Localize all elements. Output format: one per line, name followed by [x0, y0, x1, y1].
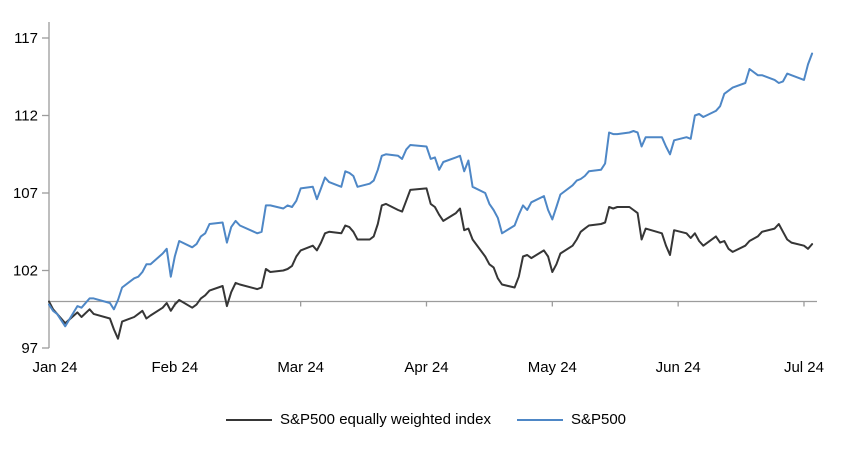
legend-line-sample-sp500	[516, 418, 563, 421]
y-axis-label: 102	[13, 263, 38, 280]
y-axis-label: 112	[14, 108, 38, 125]
legend-label-equal-weight: S&P500 equally weighted index	[279, 411, 491, 428]
y-axis-label: 117	[14, 30, 38, 47]
x-axis-label: Feb 24	[151, 359, 198, 376]
x-axis-label: Jan 24	[32, 359, 77, 376]
legend-label-sp500: S&P500	[570, 411, 627, 428]
legend-line-sample-equal-weight	[225, 418, 272, 421]
legend-item-sp500: S&P500	[516, 411, 627, 428]
chart-legend: S&P500 equally weighted index S&P500	[0, 411, 852, 428]
price-chart-svg: Jan 24 Feb 24 Mar 24 Apr 24 May 24 Jun 24 Jul …	[13, 22, 824, 376]
x-axis-label: May 24	[528, 359, 577, 376]
x-axis-label: Jun 24	[656, 359, 701, 376]
x-axis-label: Mar 24	[277, 359, 324, 376]
x-axis-label: Apr 24	[404, 359, 448, 376]
equal-weight-index-line	[48, 187, 814, 340]
x-axis-label: Jul 24	[784, 359, 824, 376]
y-axis-label: 97	[21, 340, 38, 357]
sp500-line	[48, 52, 814, 328]
legend-item-equal-weight: S&P500 equally weighted index	[225, 411, 491, 428]
y-axis-label: 107	[13, 185, 38, 202]
